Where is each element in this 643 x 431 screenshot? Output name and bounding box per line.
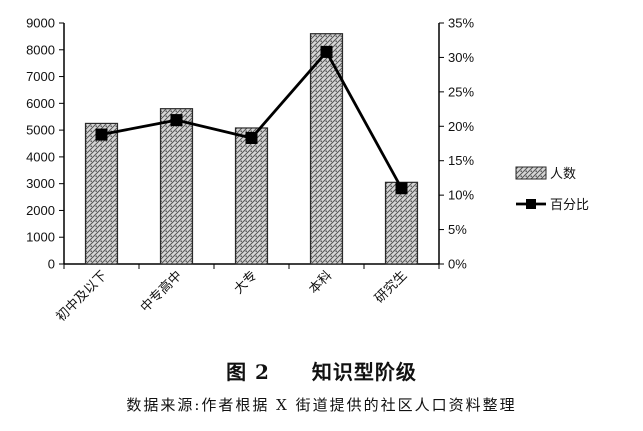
y-right-tick-label: 15% — [448, 153, 474, 168]
y-right-tick-label: 35% — [448, 16, 474, 31]
y-left-tick-label: 3000 — [26, 176, 55, 191]
category-label-1: 初中及以下 — [54, 268, 111, 325]
category-label-3: 大专 — [231, 268, 260, 297]
y-left-tick-label: 5000 — [26, 123, 55, 138]
y-right-tick-label: 30% — [448, 50, 474, 65]
y-right-tick-label: 10% — [448, 188, 474, 203]
y-left-tick-label: 1000 — [26, 230, 55, 245]
legend-swatch-marker — [526, 199, 536, 209]
category-label-2: 中专高中 — [137, 268, 185, 316]
bar-3 — [234, 127, 269, 265]
percent-point-5 — [395, 182, 408, 195]
figure-title-label: 图 2 — [226, 360, 270, 384]
figure-title-text: 知识型阶级 — [311, 360, 417, 384]
bar-1 — [84, 122, 119, 265]
y-left-tick-label: 0 — [48, 257, 55, 272]
y-left-tick-label: 7000 — [26, 69, 55, 84]
legend-swatch-bars — [515, 166, 547, 180]
legend-label-line: 百分比 — [550, 198, 589, 213]
y-left-tick-label: 4000 — [26, 149, 55, 164]
bar-5 — [384, 181, 419, 265]
chart-svg: 0 1000 2000 3000 4000 5000 6000 7000 8000 9000 0% 5… — [26, 16, 589, 325]
y-left-tick-label: 8000 — [26, 42, 55, 57]
source-note: 数据来源:作者根据 X 街道提供的社区人口资料整理 — [126, 396, 517, 414]
legend-label-bars: 人数 — [550, 167, 576, 182]
bar-2 — [159, 108, 194, 265]
y-right-tick-label: 25% — [448, 84, 474, 99]
percent-point-4 — [320, 45, 333, 58]
y-left-tick-label: 6000 — [26, 96, 55, 111]
y-left-tick-label: 9000 — [26, 16, 55, 31]
category-label-5: 研究生 — [372, 268, 410, 306]
category-label-4: 本科 — [306, 268, 335, 297]
percent-point-1 — [95, 128, 108, 141]
percent-point-2 — [170, 114, 183, 127]
y-left-tick-label: 2000 — [26, 203, 55, 218]
bar-4 — [309, 33, 344, 265]
y-right-tick-label: 20% — [448, 119, 474, 134]
percent-point-3 — [245, 131, 258, 144]
y-right-tick-label: 0% — [448, 257, 467, 272]
figure-title: 图 2 知识型阶级 — [0, 356, 643, 385]
y-right-tick-label: 5% — [448, 222, 467, 237]
